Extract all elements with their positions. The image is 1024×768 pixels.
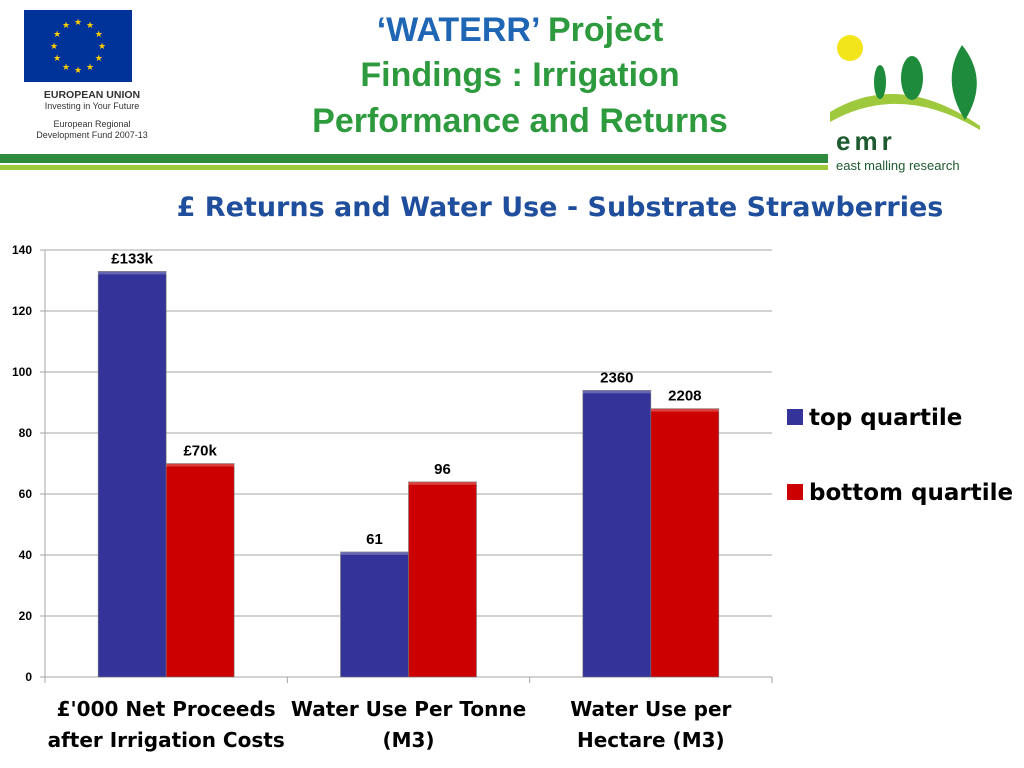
y-tick-label: 60 [19, 487, 33, 501]
category-label-line: (M3) [382, 728, 435, 752]
eu-star-icon: ★ [62, 20, 70, 30]
emr-swoosh-icon [830, 94, 980, 130]
category-label-line: Water Use Per Tonne [290, 697, 527, 721]
legend-swatch-bottom-quartile [787, 484, 803, 500]
category-label-line: Water Use per [570, 697, 732, 721]
eu-star-icon: ★ [74, 65, 82, 75]
emr-leaf-large-icon [951, 45, 977, 120]
y-tick-label: 100 [12, 365, 32, 379]
emr-logo-letters: emr [836, 126, 896, 156]
data-label-bottom-quartile-1: 96 [434, 461, 451, 478]
bar-highlight [408, 481, 477, 485]
category-label-1: Water Use Per Tonne (M3) [279, 694, 537, 756]
emr-leaf-medium-icon [901, 56, 923, 100]
eu-flag-icon: ★ ★★★★★★★★★★★ [24, 10, 132, 82]
title-project-word: Project [548, 11, 664, 49]
y-tick-label: 80 [19, 426, 33, 440]
chart-y-axis: 0 20 40 60 80 100 120 140 [12, 243, 46, 684]
emr-sun-icon [837, 35, 863, 61]
y-tick-label: 0 [25, 670, 32, 684]
category-label-line: Hectare (M3) [576, 728, 725, 752]
bar-bottom-quartile-1 [408, 481, 477, 678]
bar-bottom-quartile-2 [650, 408, 720, 678]
eu-star-icon: ★ [53, 29, 61, 39]
chart-title: £ Returns and Water Use - Substrate Stra… [176, 192, 944, 223]
page-title: ‘WATERR’ Project Findings : Irrigation P… [240, 8, 800, 144]
eu-star-icon: ★ [86, 20, 94, 30]
bar-chart: 0 20 40 60 80 100 120 140 £133k £70k 61 96 2360 2208 [12, 243, 773, 684]
data-label-top-quartile-1: 61 [366, 531, 383, 548]
title-line-3: Performance and Returns [312, 102, 728, 140]
emr-logo-subtitle: east malling research [836, 158, 960, 173]
legend-swatch-top-quartile [787, 409, 803, 425]
eu-logo: ★ ★ ★ ★ ★ ★ ★ ★ ★ ★ ★ ★ EUROPEAN UNION Investing in… [22, 10, 152, 145]
header-band-light [0, 165, 828, 170]
bar-top-quartile-2 [582, 390, 652, 678]
eu-star-icon: ★ [98, 41, 106, 51]
bar-top-quartile-1 [340, 551, 409, 678]
eu-logo-fund-line2: Development Fund 2007-13 [36, 130, 148, 140]
data-label-bottom-quartile-0: £70k [183, 443, 217, 460]
chart-bars [97, 271, 720, 678]
bar-highlight [340, 551, 409, 555]
bar-highlight [582, 390, 651, 394]
data-label-top-quartile-2: 2360 [600, 369, 633, 386]
chart-x-axis [44, 677, 773, 683]
bar-highlight [166, 463, 235, 467]
bar-highlight [650, 408, 719, 412]
y-tick-label: 40 [19, 548, 33, 562]
y-tick-label: 140 [12, 243, 32, 257]
data-label-bottom-quartile-2: 2208 [668, 388, 701, 405]
eu-star-icon: ★ [50, 41, 58, 51]
eu-logo-fund-line1: European Regional [53, 119, 131, 129]
bar-highlight [98, 271, 167, 275]
eu-stars: ★ ★★★★★★★★★★★ [50, 17, 106, 75]
title-line-2: Findings : Irrigation [360, 56, 680, 94]
legend-label-top-quartile: top quartile [809, 405, 963, 431]
legend-item-bottom-quartile: bottom quartile [787, 480, 1013, 506]
eu-star-icon: ★ [86, 62, 94, 72]
bar-top-quartile-0 [97, 271, 167, 678]
category-label-line: after Irrigation Costs [47, 728, 285, 752]
bar-bottom-quartile-0 [165, 463, 235, 678]
y-tick-label: 120 [12, 304, 32, 318]
y-tick-label: 20 [19, 609, 33, 623]
eu-flag-background [24, 10, 132, 82]
eu-star-icon: ★ [53, 53, 61, 63]
eu-star-icon: ★ [62, 62, 70, 72]
eu-star-icon: ★ [95, 53, 103, 63]
emr-leaf-small-icon [874, 65, 886, 99]
category-label-line: £'000 Net Proceeds [56, 697, 276, 721]
category-label-2: Water Use per Hectare (M3) [522, 694, 780, 756]
eu-star-icon: ★ [95, 29, 103, 39]
legend-label-bottom-quartile: bottom quartile [809, 480, 1014, 506]
category-label-0: £'000 Net Proceeds after Irrigation Costs [37, 694, 295, 756]
data-label-top-quartile-0: £133k [111, 250, 153, 267]
eu-logo-name: EUROPEAN UNION [43, 89, 141, 101]
title-project-name: ‘WATERR’ [376, 11, 539, 49]
header-band-dark [0, 154, 828, 163]
emr-leaf-icon [830, 35, 980, 130]
legend-item-top-quartile: top quartile [787, 405, 962, 431]
emr-logo: emr east malling research [830, 30, 990, 180]
eu-logo-tagline: Investing in Your Future [44, 101, 140, 111]
chart-data-labels: £133k £70k 61 96 2360 2208 [111, 250, 701, 548]
eu-star-icon: ★ [74, 17, 82, 27]
